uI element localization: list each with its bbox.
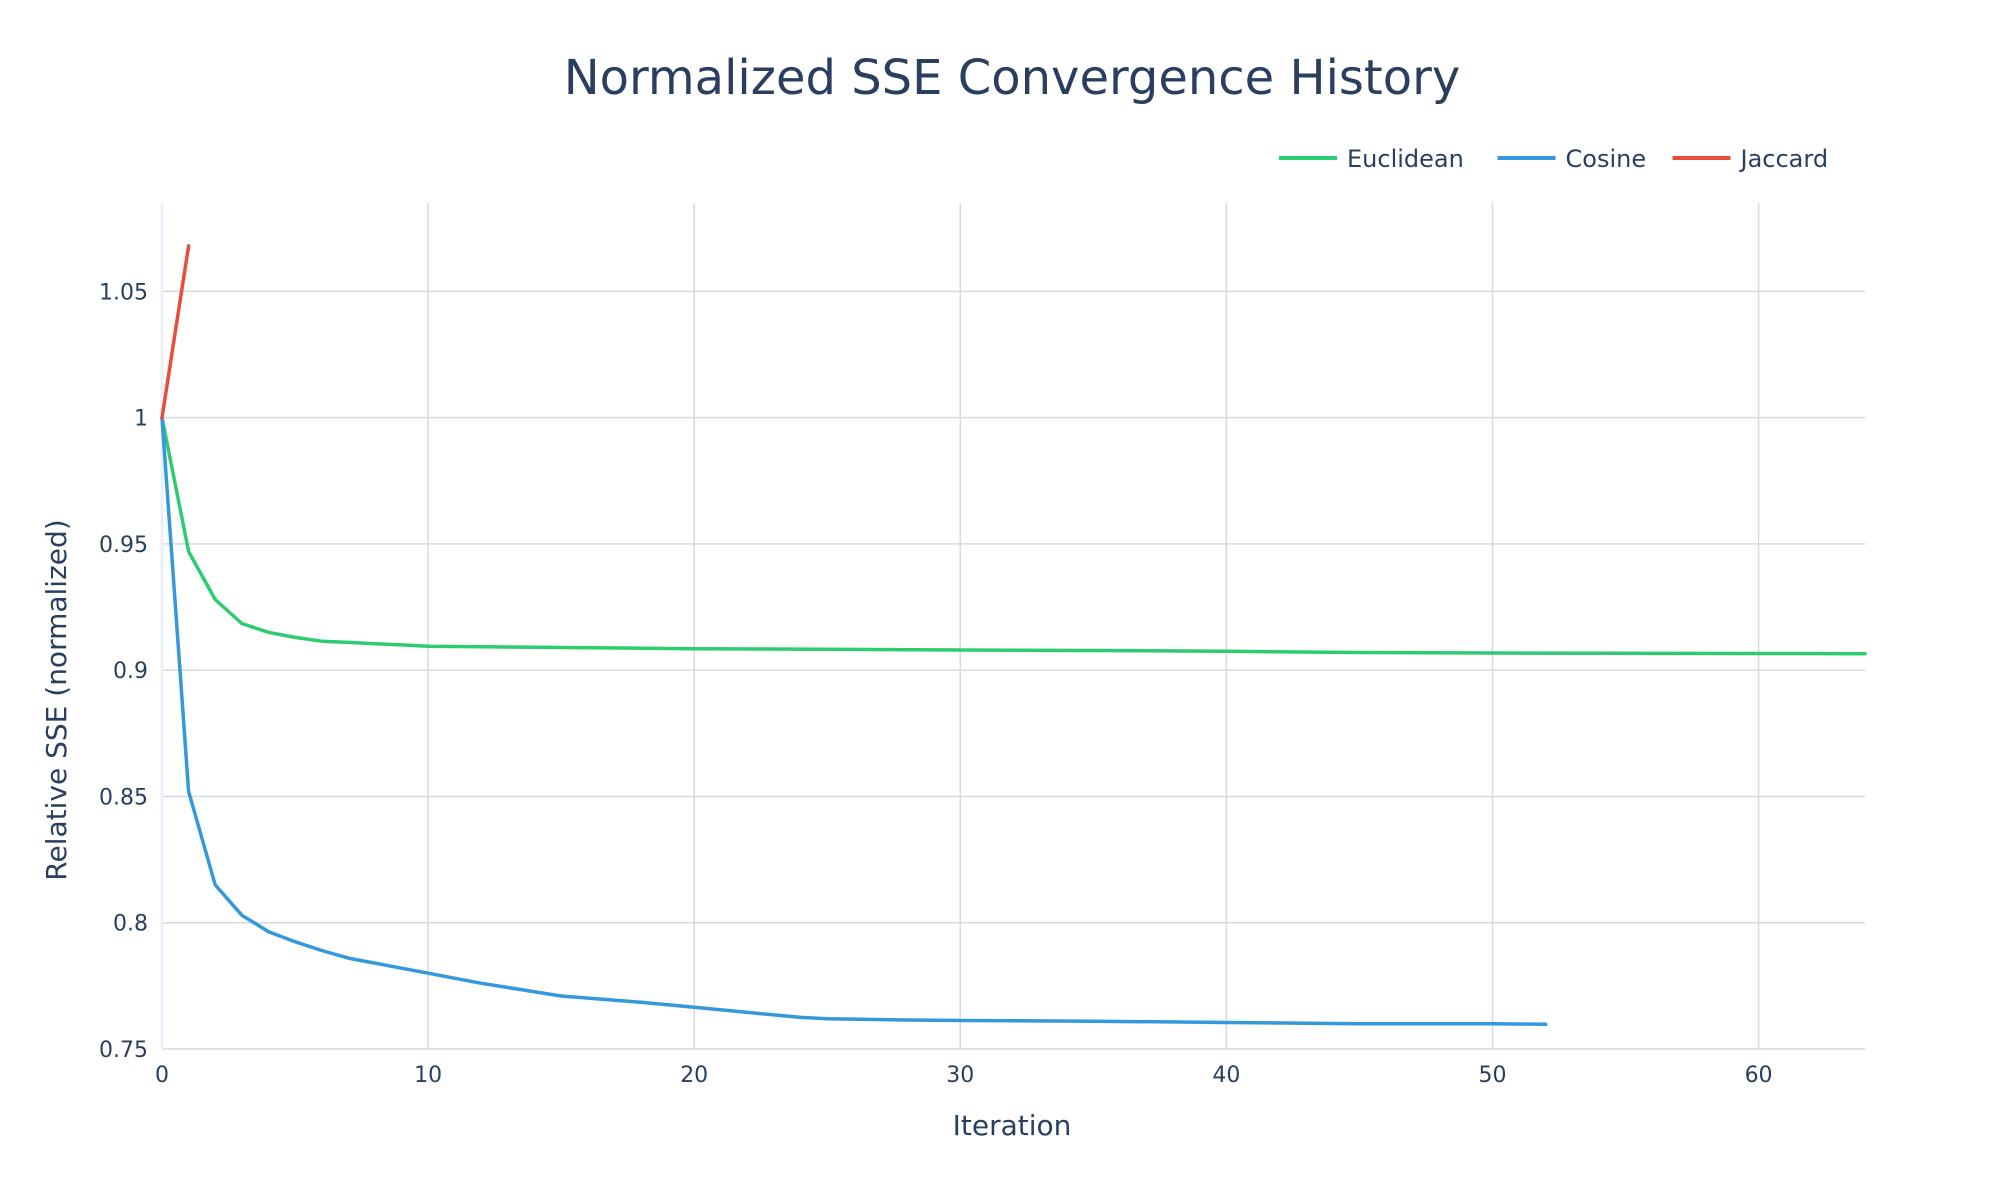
- tick-layer: 0 10 20 30 40 50 60 0.75 0.8 0.85 0.9 0.95 1 1.05: [99, 280, 1773, 1088]
- legend: Euclidean Cosine Jaccard: [1279, 145, 1828, 173]
- x-tick-label: 60: [1745, 1063, 1773, 1088]
- y-tick-label: 0.75: [99, 1038, 148, 1063]
- legend-label-cosine: Cosine: [1566, 145, 1647, 173]
- y-tick-label: 0.95: [99, 533, 148, 558]
- x-axis-title: Iteration: [953, 1109, 1072, 1142]
- x-tick-label: 30: [946, 1063, 974, 1088]
- chart-title: Normalized SSE Convergence History: [564, 50, 1460, 106]
- x-tick-label: 10: [414, 1063, 442, 1088]
- y-tick-label: 0.8: [113, 912, 148, 937]
- legend-label-euclidean: Euclidean: [1347, 145, 1464, 173]
- y-tick-label: 0.9: [113, 659, 148, 684]
- series-line-euclidean: [160, 415, 1867, 656]
- series-line-cosine: [160, 415, 1548, 1027]
- x-tick-label: 40: [1212, 1063, 1240, 1088]
- legend-label-jaccard: Jaccard: [1739, 145, 1829, 173]
- series-layer: [160, 244, 1867, 1027]
- y-tick-label: 1.05: [99, 280, 148, 305]
- x-tick-label: 0: [155, 1063, 169, 1088]
- y-axis-title: Relative SSE (normalized): [40, 519, 73, 880]
- y-tick-label: 1: [134, 407, 148, 432]
- x-tick-label: 50: [1478, 1063, 1506, 1088]
- y-tick-label: 0.85: [99, 785, 148, 810]
- series-line-jaccard: [160, 244, 191, 420]
- grid-layer: [160, 203, 1865, 1050]
- x-tick-label: 20: [680, 1063, 708, 1088]
